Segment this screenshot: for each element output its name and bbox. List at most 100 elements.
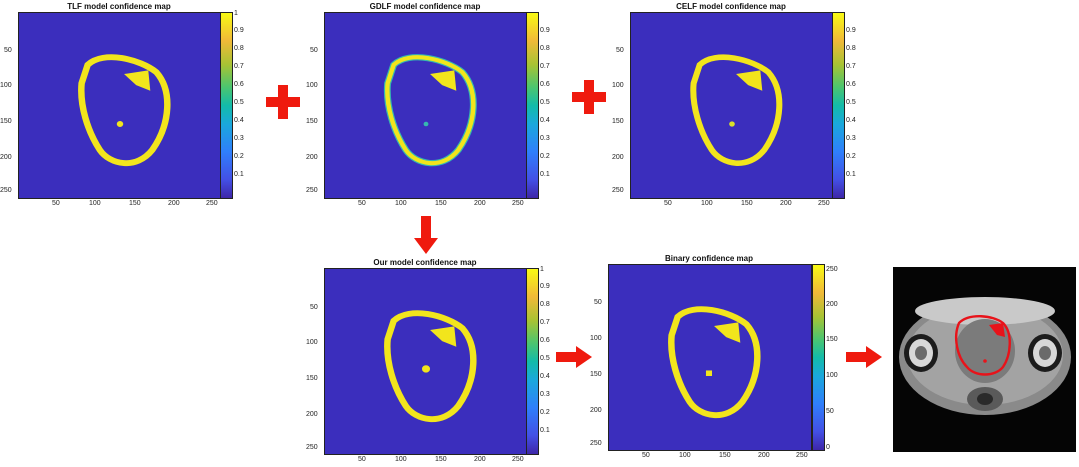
gdlf-xtick: 150 — [435, 200, 447, 207]
celf-xtick: 50 — [664, 200, 672, 207]
gdlf-ytick: 100 — [306, 82, 318, 89]
celf-cbar-tick: 0.1 — [846, 171, 856, 178]
gdlf-ytick: 250 — [306, 187, 318, 194]
tlf-cbar-tick: 0.5 — [234, 99, 244, 106]
gdlf-cbar-tick: 0.5 — [540, 99, 550, 106]
gdlf-ytick: 50 — [310, 47, 318, 54]
tlf-cbar-tick: 1 — [234, 10, 238, 17]
ours-ytick: 100 — [306, 339, 318, 346]
ours-map — [324, 268, 528, 455]
celf-colorbar — [832, 12, 845, 199]
gdlf-ytick: 200 — [306, 154, 318, 161]
gdlf-cbar-tick: 0.7 — [540, 63, 550, 70]
binary-xtick: 200 — [758, 452, 770, 459]
binary-ytick: 150 — [590, 371, 602, 378]
tlf-ytick: 250 — [0, 187, 12, 194]
ours-xtick: 150 — [435, 456, 447, 463]
ours-contour — [384, 310, 477, 423]
celf-cbar-tick: 0.8 — [846, 45, 856, 52]
gdlf-cbar-tick: 0.6 — [540, 81, 550, 88]
celf-cbar-tick: 0.2 — [846, 153, 856, 160]
tlf-ytick: 150 — [0, 118, 12, 125]
binary-cbar-tick: 0 — [826, 444, 830, 451]
tlf-ytick: 100 — [0, 82, 12, 89]
gdlf-title: GDLF model confidence map — [369, 2, 481, 11]
tlf-cbar-tick: 0.1 — [234, 171, 244, 178]
gdlf-contour — [383, 54, 477, 167]
gdlf-xtick: 250 — [512, 200, 524, 207]
binary-contour — [668, 306, 761, 419]
celf-cbar-tick: 0.5 — [846, 99, 856, 106]
ours-ytick: 150 — [306, 375, 318, 382]
gdlf-cbar-tick: 0.4 — [540, 117, 550, 124]
tlf-title: TLF model confidence map — [67, 2, 171, 11]
tlf-ytick: 200 — [0, 154, 12, 161]
celf-ytick: 150 — [612, 118, 624, 125]
celf-title: CELF model confidence map — [676, 2, 786, 11]
binary-colorbar — [812, 264, 825, 451]
ours-cbar-tick: 0.7 — [540, 319, 550, 326]
arrow-right-icon — [556, 346, 592, 368]
ours-colorbar — [526, 268, 539, 455]
celf-map — [630, 12, 834, 199]
tlf-contour — [78, 54, 171, 167]
binary-cbar-tick: 100 — [826, 372, 838, 379]
binary-cbar-tick: 250 — [826, 266, 838, 273]
binary-xtick: 50 — [642, 452, 650, 459]
celf-cbar-tick: 0.9 — [846, 27, 856, 34]
ours-xtick: 200 — [474, 456, 486, 463]
ours-cbar-tick: 0.3 — [540, 391, 550, 398]
binary-ytick: 50 — [594, 299, 602, 306]
tlf-cbar-tick: 0.6 — [234, 81, 244, 88]
celf-cbar-tick: 0.7 — [846, 63, 856, 70]
binary-map — [608, 264, 812, 451]
ours-ytick: 200 — [306, 411, 318, 418]
tlf-map — [18, 12, 222, 199]
ours-cbar-tick: 0.9 — [540, 283, 550, 290]
gdlf-cbar-tick: 0.3 — [540, 135, 550, 142]
celf-ytick: 200 — [612, 154, 624, 161]
tlf-cbar-tick: 0.8 — [234, 45, 244, 52]
ours-cbar-tick: 0.4 — [540, 373, 550, 380]
tlf-xtick: 250 — [206, 200, 218, 207]
tlf-xtick: 150 — [129, 200, 141, 207]
binary-ytick: 100 — [590, 335, 602, 342]
gdlf-map — [324, 12, 528, 199]
celf-contour — [690, 54, 783, 166]
tlf-ytick: 50 — [4, 47, 12, 54]
gdlf-xtick: 200 — [474, 200, 486, 207]
tlf-xtick: 50 — [52, 200, 60, 207]
gdlf-ytick: 150 — [306, 118, 318, 125]
ours-xtick: 250 — [512, 456, 524, 463]
celf-xtick: 150 — [741, 200, 753, 207]
binary-title: Binary confidence map — [664, 254, 754, 263]
tlf-colorbar — [220, 12, 233, 199]
tlf-xtick: 200 — [168, 200, 180, 207]
ours-cbar-tick: 1 — [540, 266, 544, 273]
gdlf-cbar-tick: 0.9 — [540, 27, 550, 34]
binary-cbar-tick: 150 — [826, 336, 838, 343]
binary-ytick: 200 — [590, 407, 602, 414]
celf-ytick: 250 — [612, 187, 624, 194]
gdlf-xtick: 50 — [358, 200, 366, 207]
binary-xtick: 150 — [719, 452, 731, 459]
arrow-right-icon — [846, 346, 882, 368]
ours-cbar-tick: 0.6 — [540, 337, 550, 344]
tlf-cbar-tick: 0.9 — [234, 27, 244, 34]
tlf-xtick: 100 — [89, 200, 101, 207]
gdlf-cbar-tick: 0.2 — [540, 153, 550, 160]
binary-cbar-tick: 50 — [826, 408, 834, 415]
mri-overlay — [893, 267, 1076, 452]
celf-cbar-tick: 0.4 — [846, 117, 856, 124]
arrow-down-icon — [414, 216, 438, 254]
gdlf-cbar-tick: 0.8 — [540, 45, 550, 52]
celf-cbar-tick: 0.6 — [846, 81, 856, 88]
binary-xtick: 250 — [796, 452, 808, 459]
ours-xtick: 50 — [358, 456, 366, 463]
plus-icon — [572, 80, 606, 114]
ours-cbar-tick: 0.5 — [540, 355, 550, 362]
plus-icon — [266, 85, 300, 119]
celf-cbar-tick: 0.3 — [846, 135, 856, 142]
tlf-cbar-tick: 0.7 — [234, 63, 244, 70]
tlf-cbar-tick: 0.2 — [234, 153, 244, 160]
